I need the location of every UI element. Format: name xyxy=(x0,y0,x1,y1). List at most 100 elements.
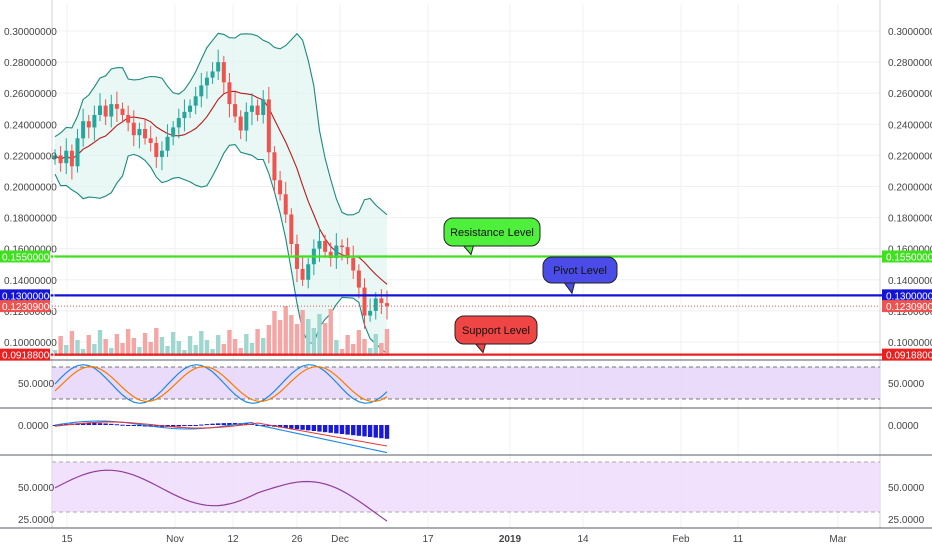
macd-histogram-bar xyxy=(58,424,63,426)
candle-body xyxy=(238,116,243,131)
price-tag-left-label: 0.12309000 xyxy=(2,302,55,313)
volume-bar xyxy=(64,345,69,356)
volume-bar xyxy=(215,335,221,356)
price-tag-left-label: 0.15500000 xyxy=(2,252,55,263)
macd-histogram-bar xyxy=(277,425,283,428)
volume-bar xyxy=(345,335,350,356)
panes xyxy=(0,0,932,529)
volume-bar xyxy=(362,339,367,356)
candle-body xyxy=(306,264,311,280)
candle-body xyxy=(379,298,384,304)
macd-histogram-bar xyxy=(317,425,322,432)
price-tick-left: 0.14000000 xyxy=(4,276,57,287)
candle-body xyxy=(266,99,271,153)
pane-tick-left: 50.0000 xyxy=(18,379,55,390)
price-tick-left: 0.30000000 xyxy=(4,27,57,38)
candle-body xyxy=(328,251,333,259)
volume-bar xyxy=(176,341,181,356)
volume-bar xyxy=(328,309,333,356)
price-tick-right: 0.12000000 xyxy=(888,307,932,318)
candle-body xyxy=(171,127,176,137)
macd-histogram-bar xyxy=(176,425,181,427)
volume-bar xyxy=(204,340,210,356)
candle-body xyxy=(182,111,187,119)
price-tick-right: 0.16000000 xyxy=(888,245,932,256)
volume-bar xyxy=(311,328,317,356)
candle-body xyxy=(86,121,91,128)
stoch-band xyxy=(52,367,880,399)
volume-bar xyxy=(114,334,120,356)
volume-bar xyxy=(170,332,176,356)
macd-histogram-bar xyxy=(114,424,120,426)
price-tag-right xyxy=(882,300,932,313)
volume-bar xyxy=(244,334,249,356)
annotation-callouts: Resistance Level Pivot Level Support Level xyxy=(443,217,618,354)
x-tick-label: 2019 xyxy=(499,534,522,545)
volume-bar xyxy=(92,344,97,356)
volume-bar xyxy=(266,325,272,356)
price-tag-left xyxy=(0,250,50,263)
annotation-callout[interactable]: Pivot Level xyxy=(542,256,618,295)
annotation-callout[interactable]: Support Level xyxy=(454,315,538,354)
x-tick-label: Nov xyxy=(166,534,184,545)
price-tag-left xyxy=(0,348,50,361)
stoch-d-line xyxy=(54,365,388,403)
price-tick-left: 0.18000000 xyxy=(4,214,57,225)
macd-histogram-bar xyxy=(215,423,221,425)
macd-histogram-bar xyxy=(345,425,350,435)
x-tick-label: 15 xyxy=(61,534,73,545)
macd-histogram-bar xyxy=(120,424,125,426)
volume-bar xyxy=(210,349,215,356)
candle-body xyxy=(289,214,294,245)
volume-bar xyxy=(221,344,227,356)
volume-bar xyxy=(277,320,283,356)
macd-histogram-bar xyxy=(261,425,266,426)
macd-histogram-bar xyxy=(210,423,215,425)
candle-body xyxy=(244,111,249,131)
macd-histogram-bar xyxy=(52,425,58,426)
candle-body xyxy=(81,121,86,139)
macd-histogram-bar xyxy=(384,425,390,439)
macd-histogram-bar xyxy=(137,425,142,427)
candle-body xyxy=(339,245,344,248)
price-tag-right-label: 0.12309000 xyxy=(886,302,932,313)
candle-body xyxy=(323,240,328,252)
price-tag-left-label: 0.09188000 xyxy=(2,351,55,362)
macd-histogram-bar xyxy=(170,425,176,427)
candle-body xyxy=(137,128,142,136)
price-tick-left: 0.26000000 xyxy=(4,89,57,100)
price-tick-right: 0.18000000 xyxy=(888,214,932,225)
macd-histogram-bar xyxy=(266,425,272,427)
callout-box xyxy=(454,315,538,345)
macd-histogram-bar xyxy=(103,423,108,425)
volume-bar xyxy=(103,339,108,356)
macd-histogram-bar xyxy=(351,425,356,436)
price-tick-left: 0.20000000 xyxy=(4,183,57,194)
volume-bar xyxy=(249,343,255,356)
candle-body xyxy=(193,96,198,106)
volume-bar xyxy=(69,331,75,356)
candle-body xyxy=(176,118,181,128)
price-tick-left: 0.10000000 xyxy=(4,338,57,349)
callout-text: Resistance Level xyxy=(450,227,534,239)
macd-histogram-bar xyxy=(131,425,136,426)
price-tag-right xyxy=(882,289,932,302)
candle-body xyxy=(64,150,69,164)
macd-histogram-bar xyxy=(227,423,232,425)
price-tick-left: 0.28000000 xyxy=(4,58,57,69)
macd-histogram-bar xyxy=(373,425,378,438)
candle-body xyxy=(317,240,322,249)
macd-line xyxy=(54,420,388,454)
volume-bar xyxy=(97,330,103,356)
candle-body xyxy=(221,62,226,83)
macd-histogram-bar xyxy=(306,425,311,431)
candle-body xyxy=(114,104,119,109)
x-tick-label: Mar xyxy=(829,534,847,545)
candle-body xyxy=(165,136,170,151)
candle-body xyxy=(227,82,232,105)
candle-body xyxy=(255,105,260,115)
annotation-callout[interactable]: Resistance Level xyxy=(443,217,541,256)
price-tag-left xyxy=(0,300,50,313)
x-tick-label: Feb xyxy=(672,534,690,545)
